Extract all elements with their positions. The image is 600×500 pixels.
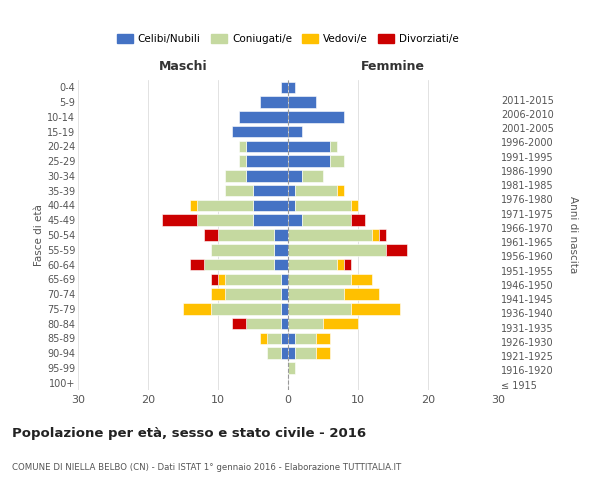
Bar	[246, 318, 281, 330]
Bar	[246, 140, 288, 152]
Bar	[344, 259, 351, 270]
Y-axis label: Anni di nascita: Anni di nascita	[568, 196, 578, 274]
Bar	[281, 348, 288, 359]
Legend: Celibi/Nubili, Coniugati/e, Vedovi/e, Divorziati/e: Celibi/Nubili, Coniugati/e, Vedovi/e, Di…	[113, 30, 463, 48]
Bar	[239, 140, 246, 152]
Bar	[239, 156, 246, 167]
Text: COMUNE DI NIELLA BELBO (CN) - Dati ISTAT 1° gennaio 2016 - Elaborazione TUTTITAL: COMUNE DI NIELLA BELBO (CN) - Dati ISTAT…	[12, 462, 401, 471]
Bar	[288, 140, 330, 152]
Bar	[232, 318, 246, 330]
Bar	[204, 259, 274, 270]
Bar	[288, 185, 295, 196]
Bar	[197, 214, 253, 226]
Bar	[274, 259, 288, 270]
Bar	[274, 244, 288, 256]
Y-axis label: Fasce di età: Fasce di età	[34, 204, 44, 266]
Bar	[218, 229, 274, 241]
Bar	[288, 348, 295, 359]
Bar	[379, 229, 386, 241]
Bar	[225, 170, 246, 181]
Bar	[351, 214, 365, 226]
Bar	[288, 170, 302, 181]
Bar	[211, 288, 225, 300]
Bar	[351, 303, 400, 314]
Bar	[288, 111, 344, 122]
Bar	[281, 274, 288, 285]
Bar	[295, 332, 316, 344]
Text: Popolazione per età, sesso e stato civile - 2016: Popolazione per età, sesso e stato civil…	[12, 428, 366, 440]
Bar	[253, 200, 288, 211]
Bar	[211, 274, 218, 285]
Bar	[386, 244, 407, 256]
Bar	[288, 214, 302, 226]
Bar	[295, 185, 337, 196]
Bar	[246, 156, 288, 167]
Text: Femmine: Femmine	[361, 60, 425, 72]
Bar	[281, 82, 288, 93]
Bar	[302, 214, 351, 226]
Bar	[337, 185, 344, 196]
Bar	[253, 185, 288, 196]
Bar	[288, 244, 386, 256]
Bar	[190, 200, 197, 211]
Bar	[281, 288, 288, 300]
Bar	[372, 229, 379, 241]
Bar	[337, 259, 344, 270]
Bar	[288, 362, 295, 374]
Bar	[281, 332, 288, 344]
Bar	[225, 288, 281, 300]
Bar	[316, 348, 330, 359]
Bar	[351, 274, 372, 285]
Bar	[288, 303, 351, 314]
Bar	[225, 274, 281, 285]
Bar	[288, 259, 337, 270]
Bar	[225, 185, 253, 196]
Bar	[232, 126, 288, 138]
Bar	[288, 200, 295, 211]
Bar	[302, 170, 323, 181]
Bar	[267, 332, 281, 344]
Bar	[288, 82, 295, 93]
Bar	[211, 303, 281, 314]
Text: Maschi: Maschi	[158, 60, 208, 72]
Bar	[330, 156, 344, 167]
Bar	[344, 288, 379, 300]
Bar	[260, 332, 267, 344]
Bar	[288, 126, 302, 138]
Bar	[288, 318, 323, 330]
Bar	[183, 303, 211, 314]
Bar	[218, 274, 225, 285]
Bar	[295, 200, 351, 211]
Bar	[316, 332, 330, 344]
Bar	[239, 111, 288, 122]
Bar	[288, 332, 295, 344]
Bar	[351, 200, 358, 211]
Bar	[253, 214, 288, 226]
Bar	[288, 229, 372, 241]
Bar	[323, 318, 358, 330]
Bar	[162, 214, 197, 226]
Bar	[260, 96, 288, 108]
Bar	[197, 200, 253, 211]
Bar	[288, 96, 316, 108]
Bar	[281, 303, 288, 314]
Bar	[288, 288, 344, 300]
Bar	[288, 274, 351, 285]
Bar	[246, 170, 288, 181]
Bar	[281, 318, 288, 330]
Bar	[330, 140, 337, 152]
Bar	[288, 156, 330, 167]
Bar	[204, 229, 218, 241]
Bar	[267, 348, 281, 359]
Bar	[295, 348, 316, 359]
Bar	[211, 244, 274, 256]
Bar	[274, 229, 288, 241]
Bar	[190, 259, 204, 270]
